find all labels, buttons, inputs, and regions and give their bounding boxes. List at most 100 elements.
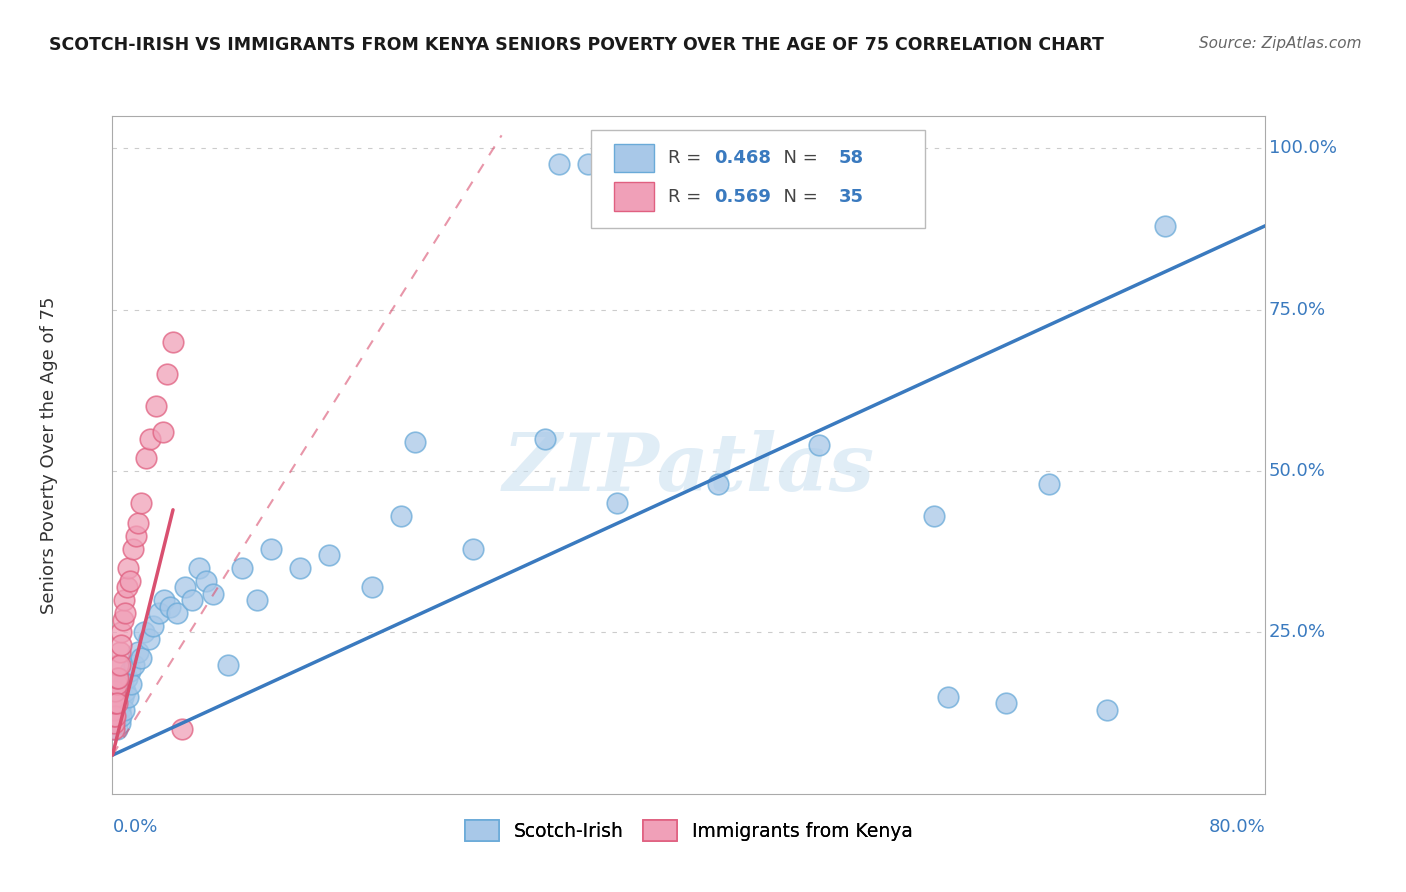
Point <box>115 580 138 594</box>
Point <box>173 580 195 594</box>
Point <box>103 723 125 737</box>
Point <box>105 697 128 711</box>
Text: 0.468: 0.468 <box>714 149 772 167</box>
Point <box>404 435 426 450</box>
Point <box>706 477 728 491</box>
Point <box>936 690 959 704</box>
Point <box>107 697 129 711</box>
Text: R =: R = <box>668 187 707 206</box>
Point <box>112 703 135 717</box>
Point <box>135 451 157 466</box>
Text: SCOTCH-IRISH VS IMMIGRANTS FROM KENYA SENIORS POVERTY OVER THE AGE OF 75 CORRELA: SCOTCH-IRISH VS IMMIGRANTS FROM KENYA SE… <box>49 36 1104 54</box>
Text: R =: R = <box>668 149 707 167</box>
Point <box>389 509 412 524</box>
Point <box>260 541 283 556</box>
Point <box>108 657 131 672</box>
Point <box>153 593 176 607</box>
Point <box>108 703 131 717</box>
Point <box>360 580 382 594</box>
Point <box>103 697 125 711</box>
Point <box>162 334 184 349</box>
Point <box>118 574 141 588</box>
Point <box>108 683 131 698</box>
Point <box>231 561 253 575</box>
Point <box>104 697 127 711</box>
Point <box>129 496 153 510</box>
Text: 75.0%: 75.0% <box>1268 301 1326 318</box>
Point <box>104 690 127 704</box>
Point <box>127 516 149 530</box>
Point <box>166 606 188 620</box>
Point <box>104 683 127 698</box>
Point <box>110 639 132 653</box>
Point <box>104 709 127 723</box>
Point <box>156 368 179 382</box>
Point <box>159 599 181 614</box>
Point <box>129 651 153 665</box>
Point <box>114 683 136 698</box>
Point <box>103 723 125 737</box>
Point <box>188 561 211 575</box>
Point <box>318 548 340 562</box>
Point <box>606 496 628 510</box>
Point <box>142 619 165 633</box>
Point <box>111 613 134 627</box>
Point <box>152 425 174 440</box>
Point <box>995 697 1018 711</box>
Legend: Scotch-Irish, Immigrants from Kenya: Scotch-Irish, Immigrants from Kenya <box>458 813 920 849</box>
Text: 58: 58 <box>839 149 863 167</box>
Point <box>1038 477 1060 491</box>
Point <box>139 432 162 446</box>
Point <box>120 677 142 691</box>
Text: Source: ZipAtlas.com: Source: ZipAtlas.com <box>1198 36 1361 51</box>
Text: 25.0%: 25.0% <box>1268 624 1326 641</box>
Point <box>461 541 484 556</box>
Point <box>103 709 125 723</box>
Point <box>245 593 267 607</box>
Point <box>110 709 132 723</box>
Point <box>114 606 136 620</box>
Point <box>533 432 555 446</box>
Point <box>288 561 311 575</box>
Point <box>104 709 127 723</box>
Point <box>104 715 127 730</box>
Point <box>124 528 146 542</box>
Point <box>103 703 125 717</box>
Point <box>110 625 132 640</box>
Text: N =: N = <box>772 187 824 206</box>
Point <box>217 657 239 672</box>
Point <box>117 561 139 575</box>
Point <box>548 157 571 171</box>
Point <box>1095 703 1118 717</box>
Point <box>103 709 125 723</box>
Point <box>105 671 128 685</box>
Point <box>108 645 131 659</box>
Point <box>117 690 139 704</box>
Point <box>118 664 141 678</box>
Point <box>103 715 125 730</box>
Point <box>105 723 128 737</box>
Point <box>170 723 193 737</box>
Point <box>115 671 138 685</box>
Text: 80.0%: 80.0% <box>1209 818 1265 836</box>
FancyBboxPatch shape <box>614 144 654 172</box>
Text: 35: 35 <box>839 187 863 206</box>
Point <box>922 509 945 524</box>
Point <box>105 677 128 691</box>
Point <box>134 625 156 640</box>
Point <box>103 715 125 730</box>
Point <box>807 438 830 452</box>
Point <box>145 400 167 414</box>
Point <box>122 657 145 672</box>
FancyBboxPatch shape <box>614 182 654 211</box>
Text: 0.569: 0.569 <box>714 187 770 206</box>
Point <box>108 715 131 730</box>
Point <box>110 697 132 711</box>
Point <box>107 657 129 672</box>
Point <box>127 645 149 659</box>
Point <box>105 683 128 698</box>
Point <box>111 690 134 704</box>
Point <box>138 632 160 646</box>
Point <box>202 587 225 601</box>
Text: Seniors Poverty Over the Age of 75: Seniors Poverty Over the Age of 75 <box>39 296 58 614</box>
